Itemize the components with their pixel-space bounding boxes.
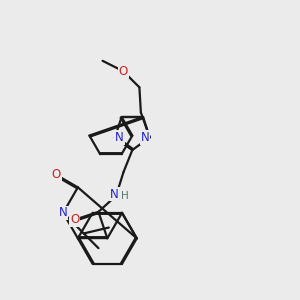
Text: N: N [115,131,124,144]
Text: N: N [59,206,68,219]
Text: O: O [118,64,128,78]
Text: O: O [70,213,80,226]
Text: O: O [52,168,61,181]
Text: N: N [110,188,119,201]
Text: N: N [141,131,150,144]
Text: H: H [121,190,129,201]
